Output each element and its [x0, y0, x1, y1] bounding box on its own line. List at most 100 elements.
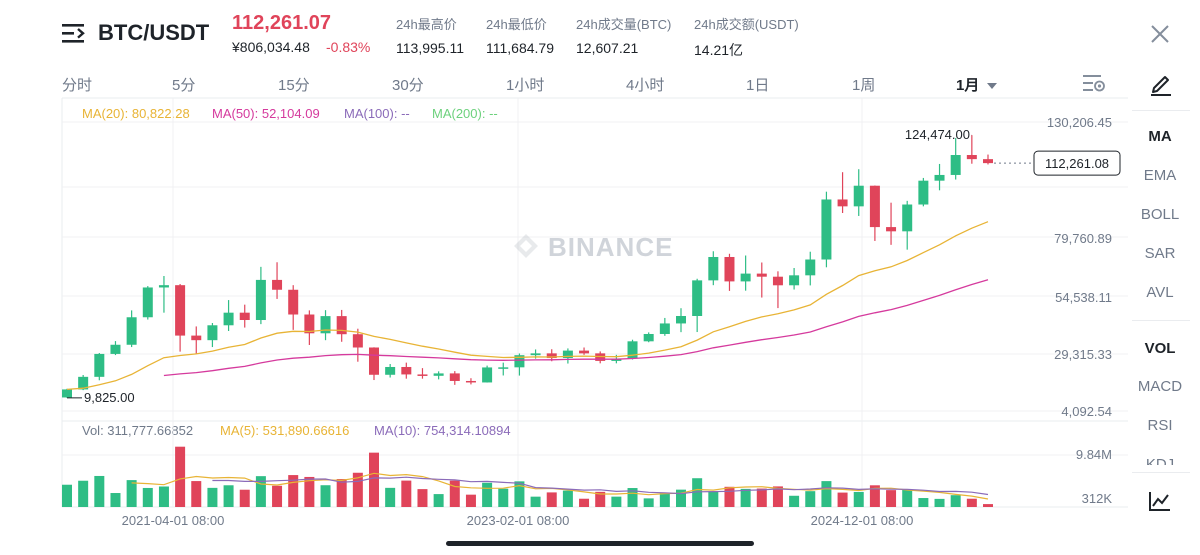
stat-value: 113,995.11 [396, 40, 464, 56]
volume-bar [643, 498, 654, 507]
indicator-kdj[interactable]: KDJ [1145, 456, 1175, 465]
ma50-legend: MA(50): 52,104.09 [212, 106, 320, 121]
candle-body [433, 373, 444, 376]
indicator-ma[interactable]: MA [1148, 128, 1172, 145]
candle-body [482, 367, 493, 383]
volume-bar [789, 495, 800, 507]
tab-1h[interactable]: 1小时 [506, 77, 545, 94]
tab-1-minute-line[interactable]: 分时 [62, 77, 93, 94]
candle-body [126, 317, 137, 345]
tab-1w[interactable]: 1周 [852, 77, 876, 94]
tab-30m[interactable]: 30分 [392, 77, 424, 94]
tab-1mo[interactable]: 1月 [956, 74, 998, 95]
indicator-sar[interactable]: SAR [1144, 245, 1176, 262]
ma200-legend-text: MA(200): -- [432, 106, 498, 121]
indicator-avl[interactable]: AVL [1146, 284, 1174, 301]
stat-value: 111,684.79 [486, 40, 554, 56]
candle-body [918, 180, 929, 205]
candle-body [223, 312, 234, 326]
volume-axis-label: 9.84M [1076, 447, 1112, 462]
candle-body [869, 185, 880, 228]
volume-bar [772, 486, 783, 507]
y-axis-label: 29,315.33 [1054, 347, 1112, 362]
chart-icon[interactable] [1148, 490, 1172, 512]
candle-body [272, 279, 283, 290]
candle-body [708, 256, 719, 281]
volume-bar [78, 480, 89, 507]
candle-body [934, 174, 945, 181]
tab-1d[interactable]: 1日 [746, 77, 770, 94]
stat-label: 24h成交量(BTC) [576, 17, 672, 32]
stat-value: 12,607.21 [576, 40, 639, 56]
pair-title[interactable]: BTC/USDT [98, 20, 210, 45]
y-axis-label: 79,760.89 [1054, 231, 1112, 246]
candle-body [805, 259, 816, 276]
volume-bar [94, 475, 105, 507]
candle-body [966, 155, 977, 160]
high-marker-label: 124,474.00 [905, 127, 970, 142]
volume-bar [158, 486, 169, 507]
tab-5m[interactable]: 5分 [172, 77, 196, 94]
tab-4h[interactable]: 4小时 [626, 77, 665, 94]
candle-body [902, 204, 913, 232]
stat-24h-low: 24h最低价 111,684.79 [486, 14, 554, 56]
vol-ma5-legend: MA(5): 531,890.66616 [220, 423, 349, 438]
indicator-vol[interactable]: VOL [1144, 340, 1176, 357]
candle-body [401, 366, 412, 375]
volume-bar [239, 489, 250, 507]
low-marker-label: 9,825.00 [84, 390, 135, 405]
chevron-down-icon [987, 83, 998, 90]
ma20-legend-text: MA(20): 80,822.28 [82, 106, 190, 121]
close-icon[interactable] [1148, 22, 1172, 46]
chart-settings-icon[interactable] [1082, 72, 1106, 94]
volume-bar [142, 487, 153, 507]
candle-body [789, 275, 800, 286]
stat-24h-high: 24h最高价 113,995.11 [396, 14, 464, 56]
volume-bar [320, 485, 331, 507]
volume-bar [562, 490, 573, 507]
pen-icon[interactable] [1150, 72, 1172, 96]
ma100-legend-text: MA(100): -- [344, 106, 410, 121]
divider [1132, 472, 1190, 473]
volume-bar [740, 488, 751, 507]
candle-body [207, 325, 218, 341]
candlestick-chart[interactable]: BINANCE 130,206.45 79,760.89 54,538.11 29,3… [0, 0, 1128, 540]
volume-bar [385, 487, 396, 507]
candle-body [530, 353, 541, 356]
volume-bar [902, 489, 913, 507]
candle-body [643, 333, 654, 342]
y-axis-label: 130,206.45 [1047, 115, 1112, 130]
indicator-ema[interactable]: EMA [1143, 167, 1177, 184]
volume-bar [401, 480, 412, 507]
indicator-rsi[interactable]: RSI [1147, 417, 1173, 434]
volume-bar [304, 476, 315, 507]
candle-body [449, 373, 460, 381]
stat-label: 24h最低价 [486, 17, 547, 32]
volume-bar [821, 481, 832, 507]
volume-bar [449, 480, 460, 507]
volume-bar [110, 493, 121, 507]
indicator-macd[interactable]: MACD [1137, 378, 1183, 395]
volume-bar [272, 485, 283, 507]
candle-body [676, 315, 686, 324]
binance-logo-shape [514, 234, 538, 258]
volume-bar [853, 491, 864, 507]
ma20-legend: MA(20): 80,822.28 [82, 106, 190, 121]
volume-bar [255, 476, 266, 507]
volume-bar [62, 484, 72, 507]
tab-15m[interactable]: 15分 [278, 77, 310, 94]
candle-body [886, 227, 897, 232]
candle-body [627, 341, 638, 359]
indicator-boll[interactable]: BOLL [1140, 206, 1180, 223]
candle-body [304, 314, 315, 334]
candle-body [659, 323, 670, 334]
volume-bar [175, 446, 186, 507]
divider [1132, 110, 1190, 111]
volume-bar [756, 488, 767, 507]
volume-bar [724, 486, 735, 507]
vol-ma10-legend-text: MA(10): 754,314.10894 [374, 423, 511, 438]
candle-body [255, 279, 266, 321]
candle-body [320, 316, 331, 334]
menu-icon[interactable] [62, 22, 90, 44]
x-axis-label: 2024-12-01 08:00 [811, 513, 914, 528]
